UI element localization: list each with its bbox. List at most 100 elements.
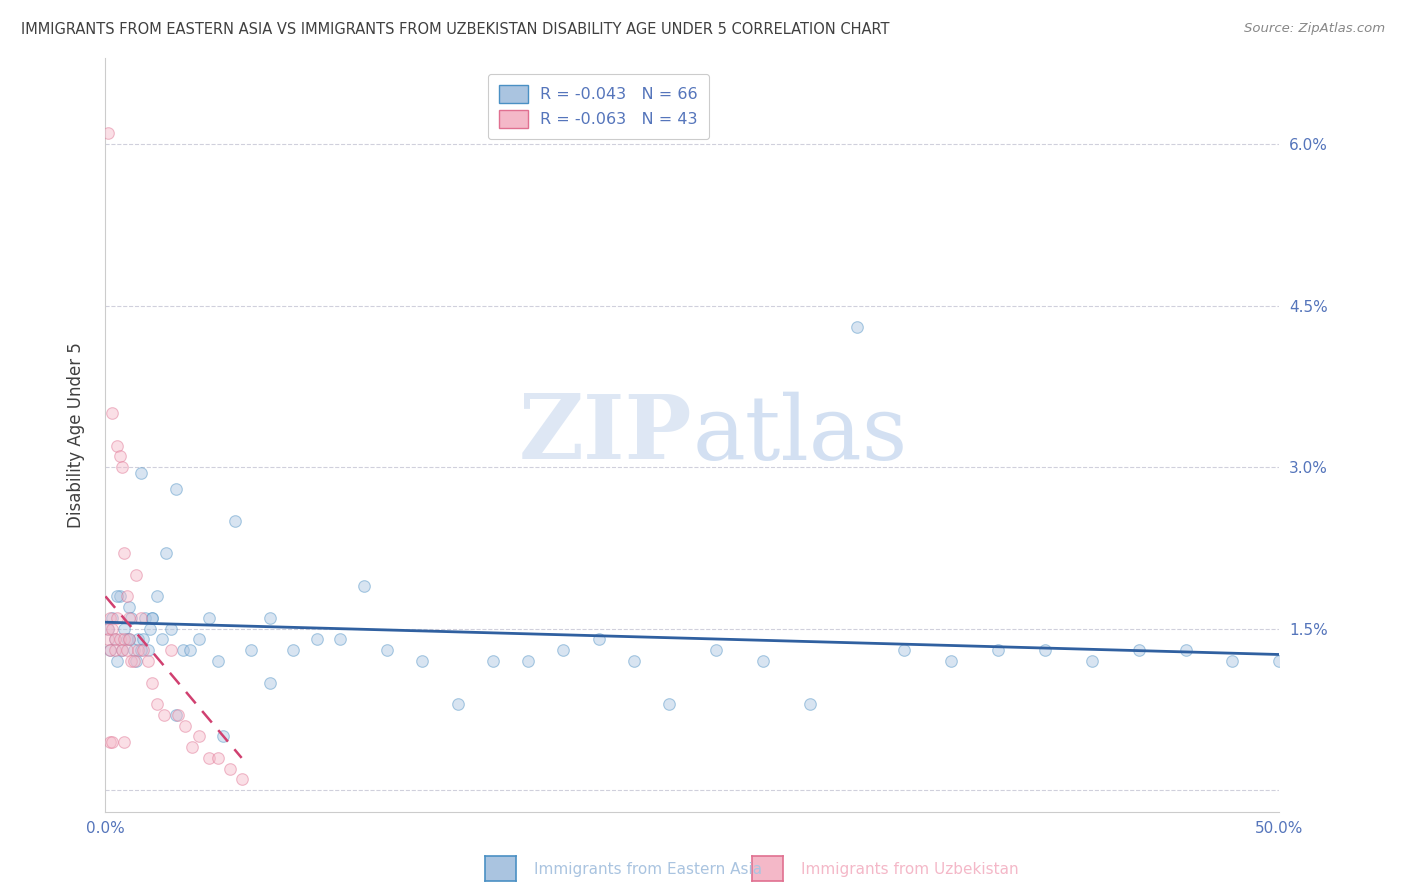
Point [129,643,152,657]
Point [153,707,176,722]
Point [129,466,152,480]
Point [1174,643,1197,657]
Point [134,611,156,625]
Point [118,611,141,625]
Point [98,611,121,625]
Point [112,735,135,749]
Point [188,730,211,744]
Point [939,654,962,668]
Point [127,632,149,647]
Point [893,643,915,657]
Point [97,127,120,141]
Point [129,611,152,625]
Point [105,439,128,453]
Point [658,697,681,711]
Point [120,611,142,625]
Point [101,622,124,636]
Point [132,643,155,657]
Point [132,632,155,647]
Point [752,654,775,668]
Point [115,632,138,647]
Point [97,632,120,647]
Point [353,579,375,593]
Point [155,546,177,560]
Point [111,643,134,657]
Point [141,675,163,690]
Point [160,643,183,657]
Point [224,514,246,528]
Point [160,622,183,636]
Point [108,450,131,464]
Point [118,632,141,647]
Text: Immigrants from Eastern Asia: Immigrants from Eastern Asia [534,863,762,877]
Point [172,643,194,657]
Point [105,611,128,625]
Point [305,632,328,647]
Point [111,643,134,657]
Point [120,654,142,668]
Point [623,654,645,668]
Point [165,707,187,722]
Point [108,590,131,604]
Point [97,622,120,636]
Y-axis label: Disability Age Under 5: Disability Age Under 5 [66,342,84,528]
Text: Source: ZipAtlas.com: Source: ZipAtlas.com [1244,22,1385,36]
Point [146,697,169,711]
Point [115,643,138,657]
Point [165,482,187,496]
Point [211,730,233,744]
Point [375,643,398,657]
Text: atlas: atlas [692,392,908,478]
Point [105,654,128,668]
Point [105,590,128,604]
Point [704,643,727,657]
Point [240,643,263,657]
Point [845,320,868,334]
Point [283,643,305,657]
Point [588,632,610,647]
Point [139,622,162,636]
Point [104,643,127,657]
Point [146,590,169,604]
Point [122,654,145,668]
Point [141,611,163,625]
Point [136,643,159,657]
Point [112,632,135,647]
Point [987,643,1010,657]
Point [101,611,124,625]
Point [188,632,211,647]
Point [553,643,575,657]
Point [127,643,149,657]
Point [207,751,229,765]
Point [104,632,127,647]
Point [411,654,433,668]
Point [98,643,121,657]
Point [141,611,163,625]
Point [136,654,159,668]
Point [125,654,148,668]
Point [197,611,219,625]
Text: ZIP: ZIP [519,392,692,478]
Point [799,697,821,711]
Point [1268,654,1291,668]
Point [181,740,204,755]
Point [108,632,131,647]
Point [112,546,135,560]
Point [111,460,134,475]
Point [1128,643,1150,657]
Point [179,643,201,657]
Point [98,735,121,749]
Point [150,632,173,647]
Point [329,632,352,647]
Point [219,762,242,776]
Legend: R = -0.043   N = 66, R = -0.063   N = 43: R = -0.043 N = 66, R = -0.063 N = 43 [488,73,709,139]
Point [1222,654,1244,668]
Point [197,751,219,765]
Point [97,622,120,636]
Point [118,632,141,647]
Point [174,718,197,732]
Point [125,567,148,582]
Point [259,675,281,690]
Point [1080,654,1102,668]
Point [101,406,124,420]
